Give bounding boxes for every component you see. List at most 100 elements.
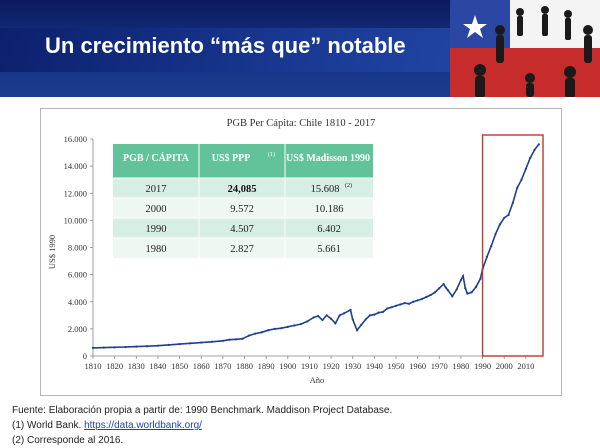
table-cell: 1990	[146, 224, 167, 235]
y-tick-label: 6.000	[68, 270, 87, 280]
data-point	[360, 323, 363, 326]
data-point	[273, 327, 276, 330]
chart-title: PGB Per Cápita: Chile 1810 - 2017	[227, 118, 376, 129]
x-tick-label: 1860	[193, 361, 210, 371]
x-tick-label: 1900	[279, 361, 296, 371]
table-row-bg	[113, 238, 373, 258]
data-point	[474, 285, 478, 288]
data-point	[228, 338, 231, 341]
data-point	[459, 278, 463, 282]
series-points	[91, 143, 540, 349]
data-point	[425, 295, 428, 299]
table-row-bg	[113, 218, 373, 238]
data-point	[306, 320, 309, 323]
worldbank-link[interactable]: https://data.worldbank.org/	[84, 420, 202, 431]
data-point	[516, 186, 519, 189]
table-cell: 9.572	[230, 204, 254, 215]
data-point	[91, 346, 95, 349]
x-axis-label: Año	[310, 375, 325, 385]
data-point	[178, 342, 181, 346]
x-tick-label: 1880	[236, 361, 253, 371]
data-point	[351, 318, 354, 321]
table-cell-sup: (2)	[345, 182, 352, 189]
x-tick-label: 1890	[258, 361, 275, 371]
data-point	[464, 287, 467, 290]
people-photo-image	[450, 0, 600, 97]
data-point	[407, 302, 411, 305]
table-cell: 2000	[146, 204, 167, 215]
highlight-box	[481, 134, 544, 357]
data-point	[455, 288, 458, 291]
source-note: Fuente: Elaboración propia a partir de: …	[12, 405, 393, 416]
x-tick-label: 1960	[409, 361, 426, 371]
data-point	[286, 325, 289, 328]
data-point	[373, 313, 376, 316]
x-tick-label: 1930	[344, 361, 361, 371]
table-cell: 24,085	[228, 184, 257, 195]
y-tick-label: 4.000	[68, 297, 87, 307]
data-point	[342, 312, 346, 315]
data-point	[338, 314, 341, 317]
x-tick-label: 1970	[431, 361, 448, 371]
x-tick-label: 1980	[452, 361, 469, 371]
data-point	[102, 346, 105, 349]
table-cell: 10.186	[315, 204, 344, 215]
data-point	[247, 334, 250, 337]
data-point	[124, 345, 127, 349]
data-point	[466, 292, 469, 295]
x-tick-label: 1950	[387, 361, 404, 371]
x-tick-label: 2010	[517, 361, 534, 371]
data-point	[485, 255, 488, 259]
data-point	[524, 167, 527, 170]
y-tick-label: 14.000	[64, 161, 87, 171]
data-point	[394, 304, 398, 307]
data-point	[355, 329, 359, 332]
x-tick-label: 1920	[323, 361, 340, 371]
data-point	[412, 300, 415, 303]
data-point	[329, 317, 333, 320]
x-tick-label: 1840	[149, 361, 166, 371]
footnote-2: (2) Corresponde al 2016.	[12, 435, 124, 446]
data-point	[349, 308, 352, 311]
x-tick-label: 1850	[171, 361, 188, 371]
data-point	[221, 339, 224, 342]
footnote-1-text: (1) World Bank.	[12, 420, 85, 431]
slide-header: Un crecimiento “más que” notable	[0, 0, 600, 97]
table-header-2-sup: (1)	[268, 151, 275, 158]
data-point	[254, 332, 257, 335]
data-point	[325, 314, 328, 317]
table-header-3: US$ Madisson 1990	[286, 153, 370, 164]
data-point	[533, 148, 536, 151]
footnote-1: (1) World Bank. https://data.worldbank.o…	[12, 420, 202, 431]
data-point	[312, 316, 315, 319]
data-point	[113, 346, 116, 349]
data-point	[446, 289, 450, 292]
data-point	[386, 307, 389, 310]
data-point	[364, 318, 367, 321]
slide-title: Un crecimiento “más que” notable	[45, 33, 406, 58]
data-point	[461, 274, 465, 278]
table-cell: 5.661	[317, 244, 341, 255]
data-point	[494, 232, 497, 236]
data-point	[433, 291, 437, 294]
table-header-2: US$ PPP	[212, 153, 251, 164]
y-tick-label: 12.000	[64, 188, 87, 198]
data-point	[135, 345, 138, 348]
y-axis-label: US$ 1990	[47, 235, 57, 269]
data-point	[429, 293, 432, 297]
data-point	[234, 338, 237, 341]
data-point	[503, 216, 506, 219]
y-tick-label: 8.000	[68, 243, 87, 253]
table-row-bg	[113, 178, 373, 198]
data-point	[189, 342, 192, 345]
x-tick-label: 1940	[366, 361, 383, 371]
series-line	[92, 143, 540, 349]
data-point	[390, 306, 393, 309]
y-tick-label: 16.000	[64, 134, 87, 144]
y-tick-label: 10.000	[64, 215, 87, 225]
data-point	[416, 299, 419, 302]
data-point	[241, 337, 244, 340]
data-point	[511, 201, 514, 204]
header-photo	[450, 0, 600, 97]
table-cell: 2.827	[230, 244, 254, 255]
